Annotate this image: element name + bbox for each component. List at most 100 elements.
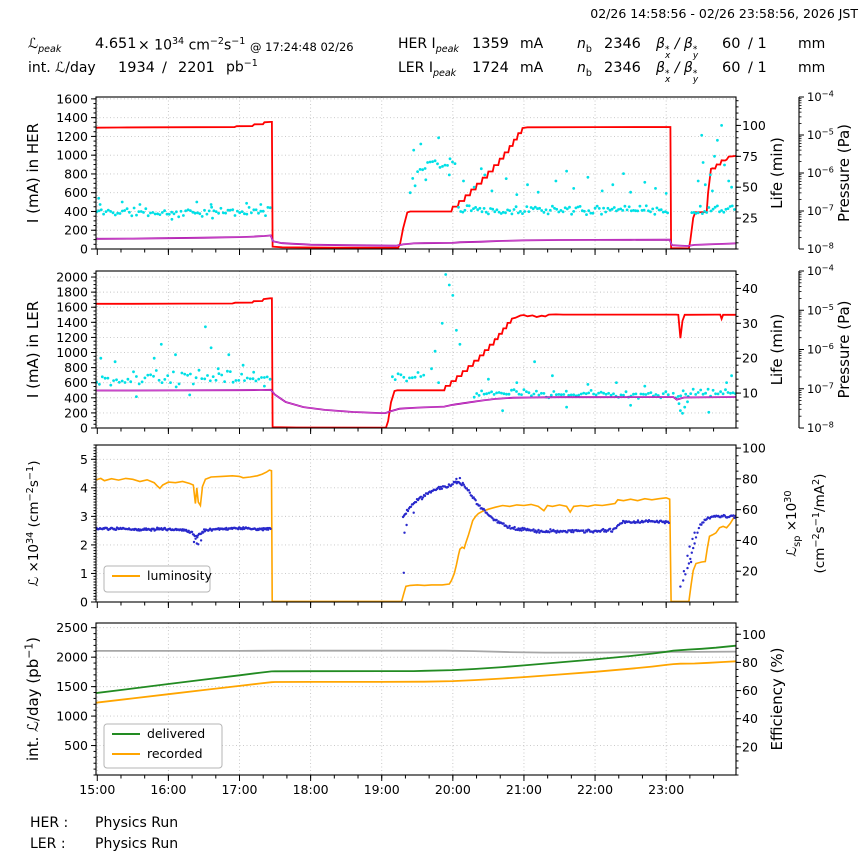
svg-text:2000: 2000 <box>56 270 88 285</box>
svg-text:17:00: 17:00 <box>221 782 257 797</box>
svg-text:60: 60 <box>742 683 758 698</box>
intlum-target-value: 2201 <box>178 60 215 76</box>
her-lifetime-scatter <box>96 124 736 221</box>
ler-current-pressure-axis: 10−4 10−5 10−6 10−7 10−8 Pressure (Pa) <box>798 263 853 435</box>
luminosity-left-axis-title: ℒ ×1034 (cm−2s−1) <box>25 460 42 586</box>
svg-text:4: 4 <box>80 480 88 495</box>
svg-text:50: 50 <box>742 180 758 195</box>
ler-status-value: Physics Run <box>95 836 179 852</box>
her-status-value: Physics Run <box>95 815 179 831</box>
svg-text:1000: 1000 <box>56 345 88 360</box>
svg-text:0: 0 <box>80 421 88 436</box>
svg-text:10−7: 10−7 <box>807 203 834 218</box>
svg-text:400: 400 <box>64 390 88 405</box>
svg-text:1400: 1400 <box>56 110 88 125</box>
svg-text:16:00: 16:00 <box>150 782 186 797</box>
luminosity-line <box>96 469 736 602</box>
svg-text:25: 25 <box>742 211 758 226</box>
svg-text:21:00: 21:00 <box>506 782 542 797</box>
svg-text:1400: 1400 <box>56 315 88 330</box>
integrated-luminosity-ticks <box>91 626 741 781</box>
intlum-recorded-value: 1934 <box>118 60 155 76</box>
date-range: 02/26 14:58:56 - 02/26 23:58:56, 2026 JS… <box>590 6 858 21</box>
ler-beta-label: β * x / β * y <box>656 60 699 85</box>
svg-text:10−8: 10−8 <box>807 241 834 256</box>
her-nb-value: 2346 <box>604 36 641 52</box>
delivered-legend-label: delivered <box>147 726 205 741</box>
ler-current-left-axis-title: I (mA) in LER <box>24 301 42 398</box>
ler-current-ticks <box>91 272 741 434</box>
svg-text:1000: 1000 <box>56 148 88 163</box>
svg-text:40: 40 <box>742 711 758 726</box>
svg-text:0: 0 <box>80 595 88 610</box>
svg-text:600: 600 <box>64 375 88 390</box>
svg-text:60: 60 <box>742 502 758 517</box>
ler-current-line <box>96 297 736 428</box>
lpeak-unit: × 1034 cm−2s−1 <box>138 36 246 54</box>
luminosity-legend: luminosity <box>103 565 213 593</box>
specific-luminosity-scatter <box>96 476 736 588</box>
ler-current-grid <box>96 271 736 428</box>
her-current-frame <box>95 96 737 250</box>
ler-ipeak-value: 1724 <box>472 60 509 76</box>
lpeak-timestamp: @ 17:24:48 02/26 <box>250 40 354 54</box>
svg-text:18:00: 18:00 <box>293 782 329 797</box>
svg-text:Pressure (Pa): Pressure (Pa) <box>835 124 853 222</box>
svg-text:1: 1 <box>80 566 88 581</box>
svg-text:19:00: 19:00 <box>364 782 400 797</box>
svg-text:0: 0 <box>80 242 88 257</box>
svg-text:1500: 1500 <box>56 679 88 694</box>
recorded-legend-label: recorded <box>147 746 203 761</box>
her-current-left-axis-title: I (mA) in HER <box>24 123 42 223</box>
ler-beta-unit: mm <box>798 60 826 76</box>
luminosity-plot: 0 1 2 3 4 5 20 40 60 80 100 ℒ ×1034 (cm−2s−1) ℒsp ×1… <box>25 441 828 610</box>
ler-status-row: LER : Physics Run <box>30 836 178 852</box>
her-status-row: HER : Physics Run <box>30 815 178 831</box>
delivered-line <box>96 644 736 694</box>
integrated-luminosity-legend: delivered recorded <box>103 723 223 769</box>
svg-text:15:00: 15:00 <box>79 782 115 797</box>
her-betay-value: / 1 <box>748 36 767 52</box>
ler-status-label: LER : <box>30 836 66 852</box>
svg-text:10: 10 <box>742 386 758 401</box>
ler-lifetime-scatter <box>96 273 736 415</box>
her-ipeak-label: HER Ipeak <box>398 36 459 55</box>
svg-text:10−4: 10−4 <box>807 89 834 104</box>
svg-text:100: 100 <box>742 441 766 456</box>
her-ipeak-unit: mA <box>520 36 544 52</box>
svg-text:5: 5 <box>80 452 88 467</box>
ler-ipeak-unit: mA <box>520 60 544 76</box>
svg-text:10−4: 10−4 <box>807 263 834 278</box>
her-current-pressure-axis: 10−4 10−5 10−6 10−7 10−8 Pressure (Pa) <box>798 89 853 256</box>
svg-text:1800: 1800 <box>56 285 88 300</box>
svg-text:10−6: 10−6 <box>807 165 834 180</box>
her-current-ticks <box>91 98 741 255</box>
lpeak-value: 4.651 <box>95 36 137 52</box>
her-current-tick-labels: 0 200 400 600 800 1000 1200 1400 1600 25 50 75 100 <box>56 91 766 256</box>
ler-nb-label: nb <box>577 60 592 79</box>
efficiency-line <box>96 649 736 654</box>
her-current-plot: 0 200 400 600 800 1000 1200 1400 1600 25 50 75 100 I … <box>24 89 853 257</box>
integrated-luminosity-plot: 500 1000 1500 2000 2500 20 40 60 80 100 15:00 16:00… <box>22 620 786 797</box>
her-current-grid <box>96 97 736 249</box>
luminosity-frame <box>95 444 737 603</box>
ler-betax-value: 60 <box>722 60 741 76</box>
luminosity-legend-label: luminosity <box>147 568 213 583</box>
svg-text:20: 20 <box>742 351 758 366</box>
her-nb-label: nb <box>577 36 592 55</box>
ler-ipeak-label: LER Ipeak <box>398 60 457 79</box>
svg-text:10−5: 10−5 <box>807 127 834 142</box>
her-current-right-axis-title: Life (min) <box>768 137 786 209</box>
svg-text:40: 40 <box>742 533 758 548</box>
luminosity-right-axis-title: ℒsp ×1030 <box>783 490 803 556</box>
svg-text:2000: 2000 <box>56 650 88 665</box>
plots-canvas: 02004006008001000120014001600255075100I … <box>22 89 853 797</box>
svg-text:40: 40 <box>742 281 758 296</box>
svg-text:23:00: 23:00 <box>648 782 684 797</box>
luminosity-ticks <box>91 444 741 608</box>
svg-text:400: 400 <box>64 204 88 219</box>
intlum-unit: pb−1 <box>226 58 258 76</box>
